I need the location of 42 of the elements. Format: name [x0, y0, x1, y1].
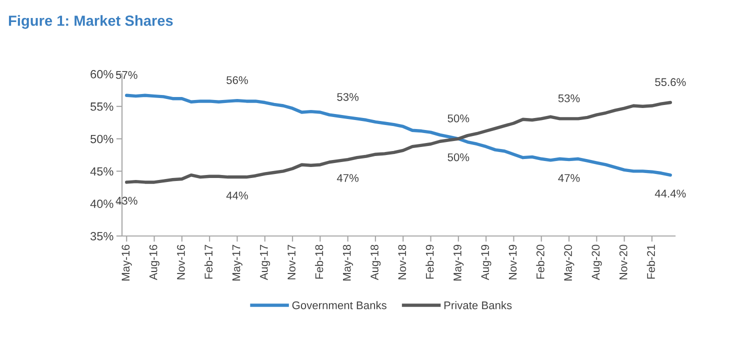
data-label: 50%: [448, 153, 470, 162]
data-label: 44.4%: [654, 190, 686, 198]
y-tick-label: 45%: [90, 167, 114, 176]
data-label: 43%: [116, 196, 138, 205]
x-tick-label: Nov-20: [619, 244, 628, 280]
chart-title: Figure 1: Market Shares: [8, 15, 173, 29]
x-tick-label: May-17: [232, 244, 242, 280]
x-tick-label: Feb-18: [314, 244, 324, 279]
x-tick-label: Aug-18: [370, 244, 381, 280]
y-tick-label: 40%: [90, 200, 114, 208]
x-tick-label: May-20: [564, 244, 574, 280]
data-label: 57%: [116, 71, 138, 79]
data-label: 56%: [226, 76, 248, 84]
y-tick-label: 50%: [90, 134, 114, 144]
line-series: [125, 100, 672, 184]
x-tick-label: Aug-20: [592, 244, 602, 280]
x-tick-label: Feb-21: [646, 244, 655, 279]
data-label: 47%: [558, 174, 580, 182]
data-label: 44%: [226, 192, 248, 200]
data-label: 50%: [448, 114, 470, 122]
x-tick-label: Nov-17: [288, 244, 296, 280]
y-tick-label: 55%: [90, 102, 114, 111]
x-tick-label: Nov-18: [398, 244, 406, 280]
x-tick-label: Feb-17: [204, 244, 213, 279]
x-tick-label: Aug-17: [260, 244, 270, 280]
x-tick-label: Aug-19: [481, 244, 492, 280]
x-tick-label: May-19: [454, 244, 464, 280]
x-tick-label: May-18: [342, 244, 353, 280]
x-tick-label: Feb-20: [536, 244, 544, 279]
x-tick-label: May-16: [122, 244, 132, 280]
x-tick-label: Nov-16: [177, 244, 185, 280]
data-label: 55.6%: [655, 78, 686, 86]
x-tick-label: Feb-19: [426, 244, 434, 279]
data-label: 53%: [337, 93, 359, 101]
data-label: 53%: [558, 94, 580, 102]
x-tick-label: Aug-16: [149, 244, 160, 280]
data-label: 47%: [336, 174, 359, 182]
legend-label: Private Banks: [444, 301, 512, 310]
legend-label: Government Banks: [292, 301, 386, 310]
y-tick-label: 35%: [90, 232, 114, 240]
x-tick-label: Nov-19: [508, 244, 517, 280]
y-tick-label: 60%: [90, 70, 114, 78]
